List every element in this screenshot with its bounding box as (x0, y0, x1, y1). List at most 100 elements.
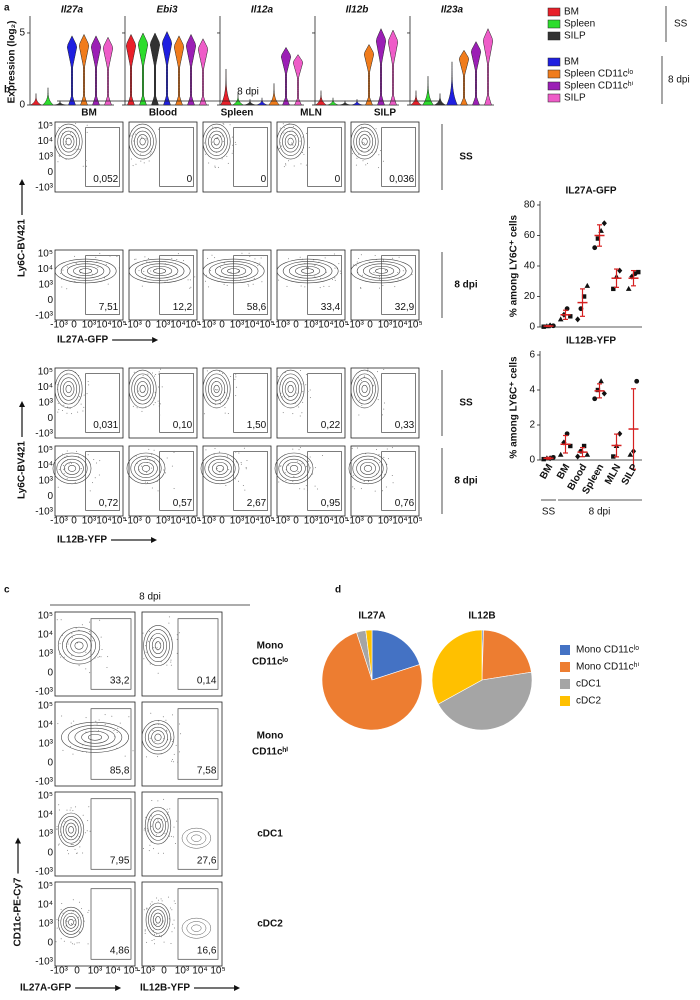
flow-tick-label: 0 (74, 966, 80, 977)
cell-dot (300, 285, 302, 287)
cell-dot (309, 397, 311, 399)
contour (208, 261, 259, 281)
flow-tick-label: 0 (145, 516, 151, 527)
legend-label: Spleen (564, 19, 595, 30)
contour (360, 461, 376, 475)
cell-dot (321, 454, 323, 456)
cell-dot (246, 459, 248, 461)
cell-dot (278, 279, 280, 281)
y-tick-label: 80 (524, 200, 536, 211)
cell-dot (226, 284, 228, 286)
contour (153, 268, 167, 274)
cell-dot (170, 659, 172, 661)
contour (54, 369, 83, 409)
contour (356, 458, 380, 478)
cell-dot (117, 727, 119, 729)
y-axis-label: % among LY6C⁺ cells (509, 214, 520, 317)
cell-dot (98, 719, 100, 721)
cell-dot (324, 257, 326, 259)
cell-dot (79, 846, 81, 848)
flow-tick-label: 10³ (378, 320, 393, 331)
gate (233, 255, 268, 315)
flow-tick-label: 10³ (175, 966, 190, 977)
data-point (541, 456, 546, 462)
cell-dot (235, 395, 237, 397)
flow-plot (54, 791, 136, 877)
contour (150, 814, 166, 837)
gate-value: 12,2 (173, 302, 193, 313)
cell-dot (57, 723, 59, 725)
cell-dot (358, 399, 360, 401)
contour (282, 130, 300, 153)
cell-dot (187, 279, 189, 281)
cell-dot (308, 267, 310, 269)
cell-dot (301, 152, 303, 154)
cell-dot (358, 414, 360, 416)
cell-dot (75, 148, 77, 150)
cell-dot (320, 277, 322, 279)
cell-dot (57, 411, 59, 413)
cell-dot (78, 665, 80, 667)
cell-dot (308, 460, 310, 462)
cell-dot (363, 142, 365, 144)
cell-dot (165, 472, 167, 474)
flow-tick-label: -10³ (35, 777, 53, 788)
data-point (550, 454, 556, 460)
cell-dot (305, 132, 307, 134)
cell-dot (150, 712, 152, 714)
cell-dot (174, 903, 176, 905)
contour (202, 258, 265, 284)
flow-tick-label: 10⁴ (38, 810, 53, 821)
cell-dot (205, 153, 207, 155)
contour (181, 827, 212, 849)
contour (149, 633, 167, 658)
contour (63, 912, 79, 932)
cell-dot (383, 408, 385, 410)
contour (57, 626, 101, 665)
cell-dot (173, 753, 175, 755)
contour (152, 912, 164, 927)
cell-dot (156, 642, 158, 644)
contour (54, 258, 117, 284)
cell-dot (78, 942, 80, 944)
flow-tick-label: 0 (145, 320, 151, 331)
cell-dot (285, 163, 287, 165)
cell-dot (366, 162, 368, 164)
cell-dot (260, 257, 262, 259)
contour (134, 261, 185, 281)
contour (60, 377, 78, 401)
gate-value: 27,6 (197, 856, 217, 867)
flow-tick-label: -10³ (272, 516, 290, 527)
contour (70, 637, 88, 654)
cell-dot (293, 165, 295, 167)
flow-tick-label: 0 (71, 516, 77, 527)
contour (208, 377, 226, 401)
cell-dot (158, 402, 160, 404)
gate-value: 0,76 (395, 498, 415, 509)
contour (200, 452, 240, 485)
contour (282, 261, 333, 281)
data-point (598, 378, 604, 384)
cell-dot (216, 468, 218, 470)
gate (85, 255, 120, 315)
x-axis-label: IL27A-GFP (57, 335, 108, 346)
row-label: Mono (257, 731, 284, 742)
flow-tick-label: -10³ (124, 320, 142, 331)
flow-tick-label: 0 (47, 848, 53, 859)
cell-dot (163, 941, 165, 943)
gate-value: 7,51 (99, 302, 119, 313)
contour (60, 130, 78, 153)
flow-tick-label: 10⁴ (38, 900, 53, 911)
cell-dot (280, 145, 282, 147)
data-point (601, 220, 607, 227)
row-label: SS (459, 152, 473, 163)
data-point (584, 282, 591, 288)
cell-dot (157, 852, 159, 854)
data-point (557, 451, 564, 457)
flow-tick-label: 10⁵ (38, 791, 53, 802)
cell-dot (381, 399, 383, 401)
cell-dot (240, 462, 242, 464)
cell-dot (149, 663, 151, 665)
cell-dot (223, 283, 225, 285)
cell-dot (299, 256, 301, 258)
